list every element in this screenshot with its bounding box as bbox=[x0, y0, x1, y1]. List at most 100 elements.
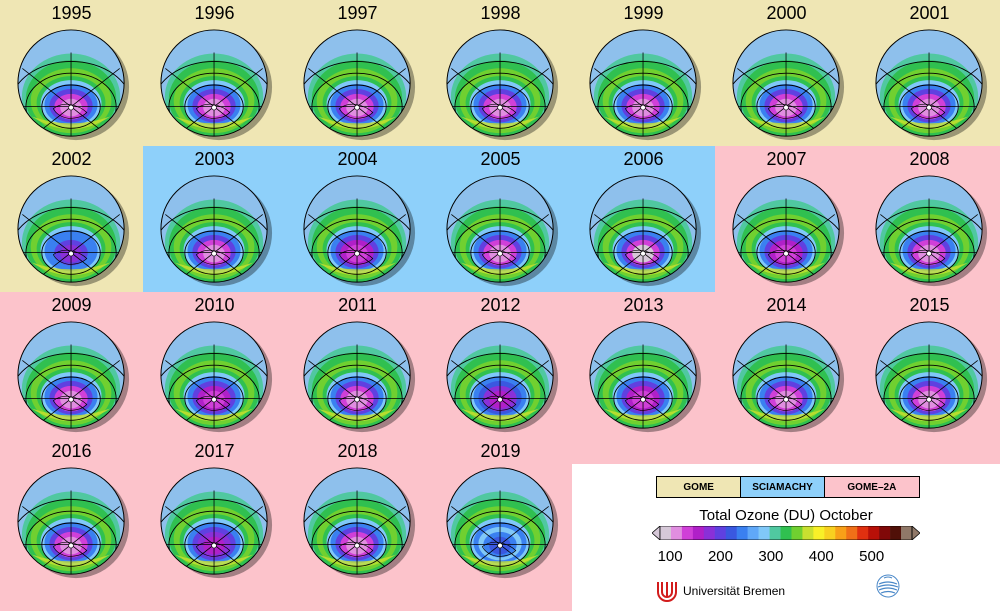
colorbar-swatch bbox=[824, 526, 836, 540]
year-label: 2005 bbox=[480, 149, 521, 169]
ozone-globe-2007 bbox=[732, 175, 845, 287]
colorbar-title: Total Ozone (DU) October bbox=[699, 507, 873, 524]
year-label: 2009 bbox=[51, 295, 92, 315]
ozone-globe-2015 bbox=[875, 321, 988, 433]
legend-panel: GOME SCIAMACHY GOME–2A Total Ozone (DU) Oc… bbox=[572, 464, 1000, 611]
year-label: 1996 bbox=[194, 3, 235, 23]
year-panel-2004: 2004 bbox=[286, 146, 429, 292]
colorbar-swatch bbox=[835, 526, 847, 540]
ozone-collar bbox=[460, 554, 540, 568]
instrument-legend: GOME SCIAMACHY GOME–2A bbox=[656, 476, 920, 498]
region-gome-2a bbox=[572, 438, 1000, 464]
ozone-globe-2002 bbox=[17, 175, 130, 287]
ozone-globe-2016 bbox=[17, 467, 130, 579]
colorbar-swatch bbox=[660, 526, 672, 540]
ozone-collar bbox=[746, 408, 826, 422]
colorbar-tick-label: 100 bbox=[657, 548, 683, 565]
ozone-collar bbox=[603, 116, 683, 130]
ozone-collar bbox=[317, 408, 397, 422]
colorbar-swatch bbox=[714, 526, 727, 540]
colorbar-tick-label: 200 bbox=[707, 548, 733, 565]
ozone-collar bbox=[174, 116, 254, 130]
year-label: 2001 bbox=[909, 3, 950, 23]
year-panel-2017: 2017 bbox=[143, 438, 286, 584]
year-panel-2006: 2006 bbox=[572, 146, 715, 292]
institute-logo-icon bbox=[876, 574, 900, 598]
ozone-collar bbox=[31, 116, 111, 130]
year-label: 2013 bbox=[623, 295, 664, 315]
ozone-globe-2008 bbox=[875, 175, 988, 287]
colorbar-swatch bbox=[736, 526, 748, 540]
ozone-globe-2004 bbox=[303, 175, 416, 287]
colorbar-swatch bbox=[879, 526, 891, 540]
colorbar-swatch bbox=[846, 526, 858, 540]
colorbar bbox=[652, 526, 920, 540]
year-panel-1999: 1999 bbox=[572, 0, 715, 146]
year-panel-2010: 2010 bbox=[143, 292, 286, 438]
year-label: 1995 bbox=[51, 3, 92, 23]
ozone-globe-2010 bbox=[160, 321, 273, 433]
ozone-collar bbox=[746, 262, 826, 276]
colorbar-swatch bbox=[692, 526, 705, 540]
year-panel-2011: 2011 bbox=[286, 292, 429, 438]
year-panel-2018: 2018 bbox=[286, 438, 429, 584]
colorbar-swatch bbox=[670, 526, 683, 540]
year-label: 2012 bbox=[480, 295, 521, 315]
ozone-collar bbox=[603, 408, 683, 422]
year-label: 2004 bbox=[337, 149, 378, 169]
year-panel-2012: 2012 bbox=[429, 292, 572, 438]
ozone-collar bbox=[460, 408, 540, 422]
ozone-globe-2000 bbox=[732, 29, 845, 141]
colorbar-swatch bbox=[857, 526, 869, 540]
year-panel-2003: 2003 bbox=[143, 146, 286, 292]
year-label: 2000 bbox=[766, 3, 807, 23]
ozone-collar bbox=[317, 262, 397, 276]
year-label: 2002 bbox=[51, 149, 92, 169]
ozone-globe-1995 bbox=[17, 29, 130, 141]
colorbar-tick-label: 500 bbox=[859, 548, 885, 565]
ozone-collar bbox=[317, 554, 397, 568]
ozone-collar bbox=[889, 262, 969, 276]
ozone-collar bbox=[317, 116, 397, 130]
colorbar-swatch bbox=[681, 526, 694, 540]
colorbar-tick-label: 300 bbox=[758, 548, 784, 565]
ozone-collar bbox=[460, 116, 540, 130]
ozone-collar bbox=[31, 262, 111, 276]
year-label: 1999 bbox=[623, 3, 664, 23]
ozone-globe-2013 bbox=[589, 321, 702, 433]
university-logo: Universität Bremen bbox=[656, 580, 785, 602]
ozone-collar bbox=[174, 408, 254, 422]
year-label: 2019 bbox=[480, 441, 521, 461]
year-panel-1996: 1996 bbox=[143, 0, 286, 146]
instrument-legend-item: SCIAMACHY bbox=[740, 477, 824, 497]
colorbar-swatch bbox=[901, 526, 913, 540]
year-label: 1997 bbox=[337, 3, 378, 23]
year-label: 2016 bbox=[51, 441, 92, 461]
colorbar-swatch bbox=[758, 526, 770, 540]
year-panel-2019: 2019 bbox=[429, 438, 572, 584]
colorbar-swatch bbox=[802, 526, 814, 540]
ozone-collar bbox=[889, 116, 969, 130]
year-label: 2008 bbox=[909, 149, 950, 169]
ozone-collar bbox=[603, 262, 683, 276]
year-panel-2000: 2000 bbox=[715, 0, 858, 146]
colorbar-swatch bbox=[813, 526, 825, 540]
year-panel-2014: 2014 bbox=[715, 292, 858, 438]
ozone-globe-2006 bbox=[589, 175, 702, 287]
ozone-globe-2005 bbox=[446, 175, 559, 287]
ozone-globe-2019 bbox=[446, 467, 559, 579]
ozone-globe-2011 bbox=[303, 321, 416, 433]
year-panel-1997: 1997 bbox=[286, 0, 429, 146]
year-label: 2010 bbox=[194, 295, 235, 315]
instrument-legend-item: GOME–2A bbox=[823, 477, 919, 497]
year-label: 2011 bbox=[338, 295, 377, 315]
ozone-globe-2018 bbox=[303, 467, 416, 579]
year-label: 2018 bbox=[337, 441, 378, 461]
ozone-globe-1996 bbox=[160, 29, 273, 141]
year-panel-2007: 2007 bbox=[715, 146, 858, 292]
year-label: 2017 bbox=[194, 441, 235, 461]
colorbar-swatch bbox=[868, 526, 880, 540]
year-panel-2015: 2015 bbox=[858, 292, 1000, 438]
ozone-collar bbox=[174, 554, 254, 568]
